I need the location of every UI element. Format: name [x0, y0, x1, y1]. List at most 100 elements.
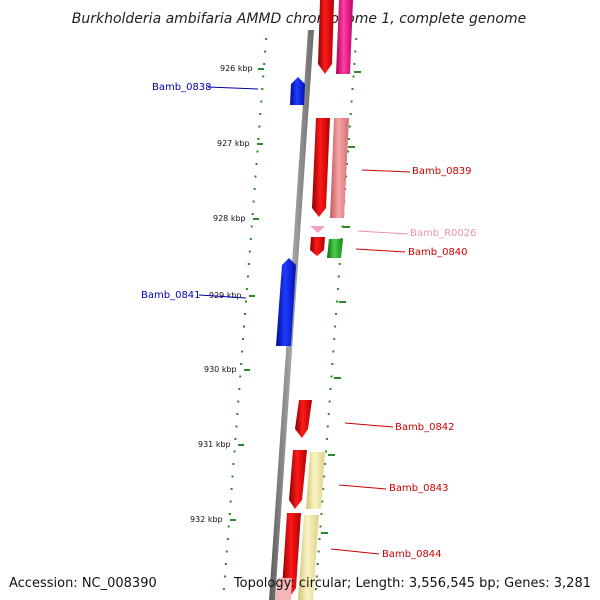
kbp-label-929: 929 kbp: [209, 291, 242, 300]
gene-label-R0026[interactable]: Bamb_R0026: [410, 228, 476, 239]
right-scale-dot: [334, 325, 337, 328]
left-scale-dot: [262, 75, 265, 78]
left-scale-dot: [242, 338, 245, 340]
left-scale-dot: [234, 438, 237, 440]
gene-arrow-forward[interactable]: [318, 0, 334, 74]
gene-label-0839[interactable]: Bamb_0839: [412, 166, 472, 177]
gene-label-0842[interactable]: Bamb_0842: [395, 422, 455, 433]
left-scale-dot: [239, 375, 242, 378]
left-scale-dot: [249, 238, 252, 240]
gene-label-0844[interactable]: Bamb_0844: [382, 549, 442, 560]
kbp-scale: 926 kbp 927 kbp 928 kbp 929 kbp 930 kbp …: [190, 64, 264, 524]
gene-partner-block[interactable]: [336, 0, 353, 74]
left-scale-dot: [222, 588, 225, 590]
right-scale-dot: [328, 400, 331, 403]
kbp-label-932: 932 kbp: [190, 515, 223, 524]
kbp-label-928: 928 kbp: [213, 214, 246, 223]
right-scale-dot: [354, 50, 357, 53]
right-scale-dot: [316, 563, 319, 565]
kbp-label-931: 931 kbp: [198, 440, 231, 449]
rna-arrow-R0026[interactable]: [310, 226, 325, 233]
map-title: Burkholderia ambifaria AMMD chromosome 1…: [72, 11, 526, 27]
left-scale-dot: [250, 225, 253, 228]
right-scale-dot: [323, 475, 326, 478]
left-scale-dot: [261, 88, 264, 90]
left-scale-dot: [252, 200, 255, 203]
left-scale-dot: [237, 400, 240, 403]
left-scale-dot: [241, 350, 244, 353]
right-scale-dot: [320, 513, 323, 515]
gene-partner-0844[interactable]: [298, 515, 319, 600]
gene-arrow-forward-0839[interactable]: [312, 118, 330, 217]
left-scale-dot: [265, 38, 268, 40]
left-scale-dot: [223, 575, 226, 578]
left-scale-dot: [247, 263, 250, 265]
right-scale-dot: [349, 113, 352, 115]
right-scale-dot: [319, 525, 322, 528]
right-scale-dot: [353, 63, 356, 65]
left-scale-dot: [240, 363, 243, 365]
left-scale-dot: [226, 538, 229, 540]
left-scale-dot: [243, 325, 245, 328]
right-scale-dot: [332, 350, 335, 353]
right-scale-dot: [333, 338, 336, 340]
left-scale-dot: [251, 213, 254, 215]
left-scale-dot: [256, 150, 259, 153]
gene-label-0841[interactable]: Bamb_0841: [141, 290, 201, 301]
left-scale-dot: [259, 113, 262, 115]
gene-partner-0839[interactable]: [330, 118, 349, 218]
gene-arrow-reverse-0838[interactable]: [290, 77, 305, 105]
left-scale-dot: [230, 488, 233, 490]
gene-arrow-forward-0842[interactable]: [295, 400, 312, 438]
right-scale-dot: [345, 175, 348, 178]
right-scale-dot: [347, 150, 349, 153]
kbp-label-927: 927 kbp: [217, 139, 250, 148]
right-scale-dot: [325, 450, 327, 453]
right-scale-dot: [341, 225, 344, 228]
topology-text: Topology: circular; Length: 3,556,545 bp…: [233, 576, 591, 591]
gene-label-0840[interactable]: Bamb_0840: [408, 247, 468, 258]
left-scale-dot: [238, 388, 241, 390]
left-scale-dot: [245, 288, 248, 290]
label-leader-lines: [198, 86, 411, 555]
gene-partner-0843[interactable]: [306, 452, 325, 509]
right-scale-dot: [317, 550, 320, 553]
right-scale-dot: [350, 100, 353, 103]
right-scale-dot: [336, 288, 339, 290]
gene-label-0843[interactable]: Bamb_0843: [389, 483, 449, 494]
right-scale-dot: [335, 313, 337, 315]
left-scale-dot: [254, 175, 257, 178]
left-scale-dot: [232, 463, 235, 465]
left-scale-dot: [225, 550, 228, 553]
left-scale-dot: [231, 475, 234, 478]
left-scale-dot: [255, 163, 258, 165]
right-scale-dot: [325, 438, 328, 440]
gene-arrow-forward-0844[interactable]: [282, 513, 301, 598]
left-scale-dot: [235, 425, 238, 428]
scale-dot-guides: [222, 38, 358, 590]
left-scale-dot: [227, 525, 230, 528]
left-scale-dot: [236, 413, 239, 415]
left-scale-dot: [229, 500, 232, 503]
kbp-label-930: 930 kbp: [204, 365, 237, 374]
left-scale-dot: [263, 63, 266, 65]
right-scale-dot: [326, 425, 329, 428]
left-scale-dot: [260, 100, 263, 103]
left-scale-dot: [248, 250, 251, 253]
gene-partner-bottom[interactable]: [275, 578, 292, 600]
right-scale-dot: [338, 263, 341, 265]
right-scale-dot: [315, 575, 318, 578]
left-scale-dot: [233, 450, 236, 453]
gene-partner-0840[interactable]: [327, 239, 343, 258]
gene-arrow-reverse-0841[interactable]: [276, 258, 296, 346]
gene-arrow-forward-0840[interactable]: [310, 237, 325, 256]
gene-label-0838[interactable]: Bamb_0838: [152, 82, 212, 93]
left-scale-dot: [224, 563, 227, 565]
left-scale-dot: [253, 188, 256, 190]
right-scale-ticks: [321, 71, 361, 534]
left-scale-dot: [246, 275, 249, 278]
left-scale-dot: [264, 50, 267, 53]
gene-arrow-forward-0843[interactable]: [289, 450, 307, 509]
